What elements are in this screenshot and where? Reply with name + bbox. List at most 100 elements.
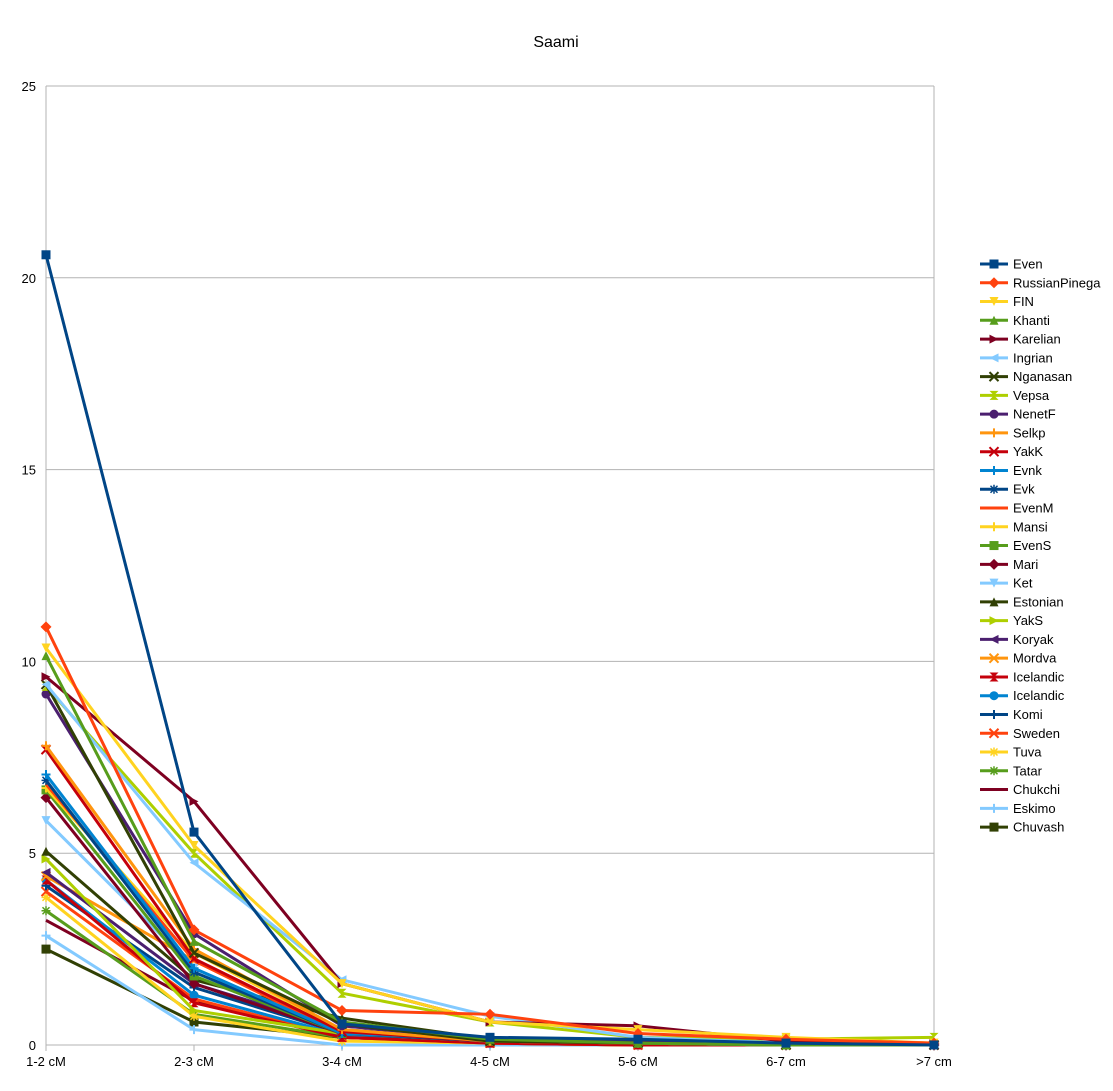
y-axis: 0 5 10 15 20 25 [22, 79, 36, 1053]
legend-label: EvenM [1013, 501, 1053, 516]
legend-marker [989, 428, 999, 438]
legend-label: Ket [1013, 576, 1033, 591]
legend-marker [988, 652, 1000, 664]
legend-label: Mari [1013, 557, 1038, 572]
data-point [41, 643, 51, 653]
data-point [41, 931, 51, 941]
legend-item: Even [980, 257, 1043, 272]
y-tick-label: 15 [22, 463, 36, 478]
legend-label: Icelandic [1013, 669, 1065, 684]
legend-label: Tuva [1013, 745, 1042, 760]
legend-label: YakS [1013, 613, 1043, 628]
data-point [485, 1032, 495, 1042]
series-even [41, 250, 939, 1050]
x-tick-label: >7 cm [916, 1054, 952, 1069]
data-point [189, 963, 199, 973]
legend-marker [989, 465, 999, 475]
legend-marker [989, 390, 999, 400]
legend-marker [989, 803, 999, 813]
legend-label: NenetF [1013, 407, 1056, 422]
legend-item: NenetF [980, 407, 1056, 422]
legend-marker [989, 315, 999, 325]
data-point [188, 924, 200, 936]
data-point [337, 988, 347, 998]
x-tick-label: 1-2 cM [26, 1054, 66, 1069]
legend-item: RussianPinega [980, 275, 1101, 290]
data-point [41, 906, 51, 916]
legend-marker [988, 371, 1000, 382]
series-line [44, 685, 935, 1041]
data-point [41, 250, 51, 260]
legend-label: Chukchi [1013, 782, 1060, 797]
legend-marker [989, 522, 999, 532]
legend-item: Mari [980, 557, 1038, 572]
legend-item: Chukchi [980, 782, 1060, 797]
data-point [41, 679, 51, 689]
legend-item: Nganasan [980, 369, 1072, 384]
legend-label: Evnk [1013, 463, 1042, 478]
data-point [189, 858, 199, 868]
legend-item: EvenS [980, 538, 1052, 553]
legend-item: Icelandic [980, 688, 1065, 703]
legend-marker [989, 297, 999, 307]
data-point [189, 998, 199, 1008]
data-point [188, 947, 200, 959]
legend-item: Koryak [980, 632, 1054, 647]
data-point [189, 1017, 199, 1027]
legend-marker [989, 334, 999, 344]
legend-label: Khanti [1013, 313, 1050, 328]
x-tick-label: 2-3 cM [174, 1054, 214, 1069]
legend-item: Karelian [980, 332, 1061, 347]
data-point [41, 770, 51, 780]
legend-marker [988, 558, 1000, 570]
legend-label: Mansi [1013, 519, 1048, 534]
legend-label: Estonian [1013, 594, 1064, 609]
data-point [41, 672, 51, 682]
legend-item: Khanti [980, 313, 1050, 328]
y-tick-label: 25 [22, 79, 36, 94]
legend-item: FIN [980, 294, 1034, 309]
legend-label: Nganasan [1013, 369, 1072, 384]
x-tick-label: 6-7 cm [766, 1054, 806, 1069]
data-point [41, 816, 51, 826]
legend-item: Ingrian [980, 350, 1053, 365]
legend-marker [989, 822, 999, 832]
data-point [337, 1019, 347, 1029]
y-tick-label: 0 [29, 1038, 36, 1053]
x-tick-label: 5-6 cM [618, 1054, 658, 1069]
legend-marker [989, 484, 999, 494]
legend-marker [988, 728, 1000, 739]
legend-label: YakK [1013, 444, 1043, 459]
legend-item: Selkp [980, 425, 1046, 440]
data-point [41, 741, 51, 751]
data-point [188, 978, 200, 990]
legend-item: EvenM [980, 501, 1053, 516]
data-point [189, 827, 199, 837]
data-point [189, 1025, 199, 1035]
data-point [485, 1017, 495, 1027]
data-point [41, 892, 51, 902]
data-point [189, 841, 199, 851]
series-nenetf [41, 689, 939, 1050]
y-tick-label: 5 [29, 846, 36, 861]
series-yakk [40, 744, 940, 1051]
legend-item: Evnk [980, 463, 1042, 478]
legend-label: EvenS [1013, 538, 1052, 553]
legend-label: Sweden [1013, 726, 1060, 741]
data-point [41, 944, 51, 954]
data-point [41, 854, 51, 864]
legend-marker [989, 672, 999, 682]
legend-label: FIN [1013, 294, 1034, 309]
series-evk [41, 775, 939, 1050]
legend-item: Ket [980, 576, 1033, 591]
legend-label: Tatar [1013, 763, 1043, 778]
legend-marker [989, 578, 999, 588]
x-tick-label: 4-5 cM [470, 1054, 510, 1069]
legend-item: Tuva [980, 745, 1042, 760]
data-point [40, 621, 52, 633]
legend-item: Eskimo [980, 801, 1056, 816]
legend-marker [989, 597, 999, 607]
legend-item: Mansi [980, 519, 1048, 534]
legend-label: Evk [1013, 482, 1035, 497]
legend-label: Vepsa [1013, 388, 1050, 403]
